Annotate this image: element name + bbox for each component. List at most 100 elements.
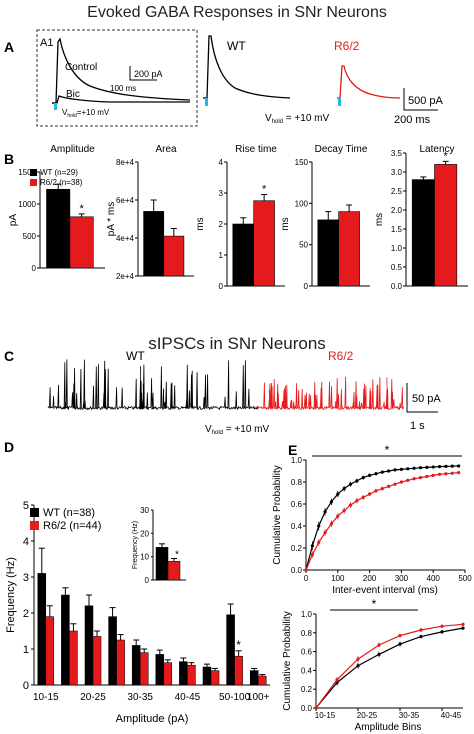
e-interevent-point-wt (374, 472, 378, 476)
d-bar-r62 (92, 636, 102, 686)
e-interevent-point-wt (342, 487, 346, 491)
b-area-ylabel: pA * ms (106, 202, 117, 236)
e-interevent-point-wt (329, 500, 334, 504)
e-interevent-significance: * (385, 443, 390, 457)
d-legend-label: WT (n=38) (43, 507, 95, 519)
e-interevent-point-r62 (387, 484, 391, 488)
d-inset-significance: * (175, 550, 179, 561)
e-interevent-ytick-label: 0.4 (291, 522, 303, 531)
d-xtick-label: 30-35 (127, 692, 153, 703)
a-vhold: Vhold = +10 mV (265, 113, 329, 125)
b-decay-ytick-label: 100 (295, 199, 309, 208)
e-interevent-point-r62 (361, 495, 365, 499)
d-ylabel: Frequency (Hz) (5, 557, 17, 633)
b-risetime-ytick-label: 4 (219, 158, 224, 167)
e-interevent-point-r62 (336, 514, 340, 518)
b-legend-label: R6/2 (n=38) (40, 178, 83, 187)
e-interevent-point-r62 (450, 471, 454, 475)
e-amplitude-point-r62 (461, 622, 465, 626)
e-interevent-point-r62 (406, 478, 410, 482)
e-interevent-point-r62 (380, 487, 384, 491)
e-amplitude-point-wt (461, 626, 465, 630)
e-interevent-point-r62 (425, 474, 429, 479)
b-decay-bar-wt (317, 219, 339, 287)
b-latency-ytick-label: 2.5 (391, 187, 403, 196)
b-legend-swatch-r62 (30, 179, 37, 186)
e-amplitude-significance: * (372, 597, 377, 611)
e-interevent-point-wt (399, 467, 403, 471)
e-interevent-xtick-label: 400 (427, 574, 441, 583)
b-latency-bar-r62 (434, 164, 458, 287)
panel-a1-frame (36, 29, 198, 127)
e-amplitude-ytick-label: 0.8 (301, 629, 313, 638)
e-interevent-point-wt (380, 470, 384, 474)
e-interevent-ytick-label: 0.2 (291, 544, 303, 553)
b-decay-ylabel: ms (280, 217, 291, 230)
b-risetime-significance: * (262, 184, 267, 196)
e-interevent-point-r62 (368, 492, 372, 496)
e-amplitude-point-wt (356, 664, 360, 668)
e-interevent-point-wt (336, 492, 340, 496)
d-inset-bar-wt (155, 547, 169, 581)
e-interevent-point-wt (348, 482, 353, 486)
e-interevent-point-wt (393, 468, 397, 472)
e-interevent-point-r62 (374, 489, 378, 493)
b-amplitude-ytick-label: 500 (23, 232, 37, 241)
b-amplitude-ytick-label: 1000 (18, 200, 36, 209)
e-interevent-point-r62 (393, 482, 397, 486)
e-amplitude-xlabel: Amplitude Bins (355, 722, 422, 733)
e-amplitude-point-wt (377, 652, 381, 657)
e-interevent-ylabel: Cumulative Probability (272, 465, 283, 565)
b-latency-ytick-label: 2.0 (391, 206, 403, 215)
d-bar-wt (37, 573, 47, 686)
b-decay-ytick-label: 50 (299, 241, 308, 250)
d-legend-label: R6/2 (n=44) (43, 520, 101, 532)
e-interevent-point-r62 (399, 480, 403, 484)
e-interevent-xtick-label: 200 (363, 574, 377, 583)
e-interevent-point-wt (425, 465, 429, 469)
e-amplitude-point-r62 (335, 678, 339, 682)
wt-stim-marker (205, 98, 208, 106)
wt-evoked-trace (203, 35, 291, 99)
a1-stim-marker (54, 103, 57, 110)
b-risetime-bar-wt (232, 223, 254, 287)
panel-label-a: A (4, 39, 14, 55)
d-ytick-label: 5 (23, 500, 29, 512)
d-ytick-label: 3 (23, 572, 29, 584)
e-interevent-point-wt (387, 469, 391, 473)
b-risetime-title: Rise time (235, 144, 277, 155)
a1-vhold: Vhold=+10 mV (62, 108, 110, 119)
e-amplitude-point-r62 (398, 634, 402, 638)
d-ytick-label: 4 (23, 536, 29, 548)
panel-label-d: D (4, 439, 14, 455)
e-amplitude-ytick-label: 1.0 (301, 610, 313, 619)
e-interevent-point-wt (450, 464, 454, 468)
a1-control-trace (52, 37, 191, 104)
e-amplitude-ytick-label: 0.2 (301, 685, 313, 694)
d-legend-swatch-wt (30, 508, 39, 517)
section2-title: sIPSCs in SNr Neurons (148, 334, 326, 353)
e-interevent-ytick-label: 0.6 (291, 500, 303, 509)
b-risetime-ylabel: ms (195, 217, 206, 230)
e-interevent-point-r62 (412, 477, 416, 481)
e-interevent-point-r62 (342, 509, 346, 513)
e-amplitude-ylabel: Cumulative Probability (282, 611, 293, 711)
e-interevent-ytick-label: 0.8 (291, 478, 303, 487)
d-bar-wt (155, 654, 165, 686)
a1-scale-bar (129, 66, 157, 81)
b-amplitude-ytick-label: 0 (32, 264, 37, 273)
d-bar-r62 (234, 655, 243, 686)
e-amplitude-point-r62 (356, 657, 360, 661)
r62-label-c: R6/2 (328, 349, 354, 363)
d-bar-r62 (210, 670, 220, 686)
e-amplitude-point-wt (419, 634, 423, 639)
e-interevent-point-r62 (457, 471, 461, 475)
b-latency-ytick-label: 3.5 (391, 149, 403, 158)
d-xtick-label: 20-25 (80, 692, 106, 703)
panel-label-b: B (4, 151, 14, 167)
b-area-ytick-label: 2e+4 (116, 272, 135, 281)
d-inset-bar-r62 (167, 561, 181, 581)
b-latency-significance: * (444, 150, 449, 162)
b-risetime-ytick-label: 1 (219, 251, 224, 260)
